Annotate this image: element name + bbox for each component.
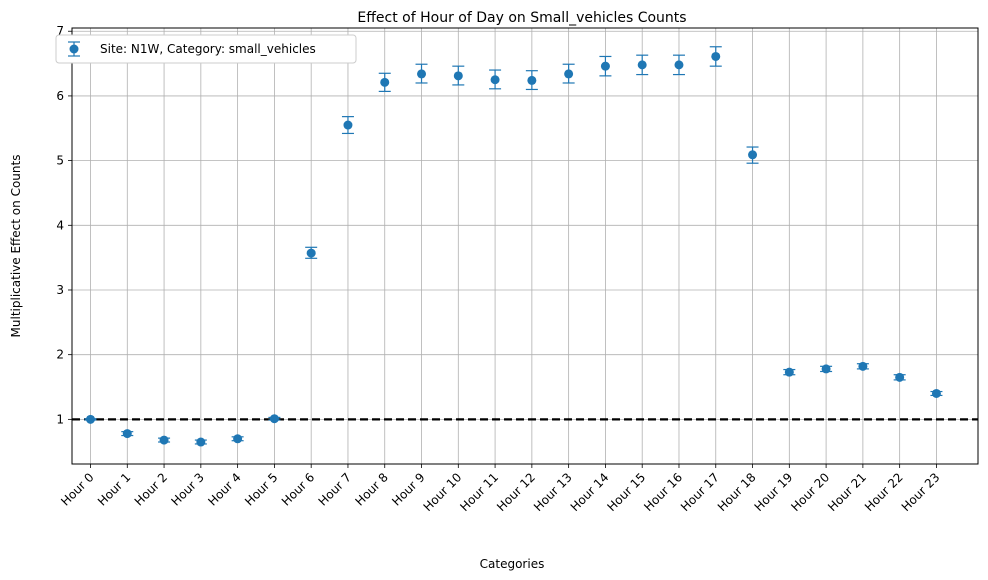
legend-point — [69, 44, 79, 54]
legend-box — [55, 34, 357, 64]
data-point — [490, 75, 500, 85]
data-point — [711, 51, 721, 61]
data-point — [821, 364, 831, 374]
data-point — [784, 367, 794, 377]
y-tick-label: 7 — [56, 24, 64, 38]
y-axis-label: Multiplicative Effect on Counts — [9, 155, 23, 338]
data-point — [895, 372, 905, 382]
y-tick-label: 2 — [56, 348, 64, 362]
data-point — [600, 61, 610, 71]
legend-label: Site: N1W, Category: small_vehicles — [100, 42, 316, 56]
data-point — [748, 150, 758, 160]
y-tick-label: 4 — [56, 218, 64, 232]
y-tick-label: 5 — [56, 154, 64, 168]
data-point — [453, 71, 463, 81]
chart-title: Effect of Hour of Day on Small_vehicles … — [357, 10, 686, 26]
data-point — [527, 75, 537, 85]
data-point — [306, 248, 316, 258]
data-point — [233, 434, 243, 444]
legend-marker — [68, 41, 80, 57]
data-point — [637, 60, 647, 70]
x-axis-label: Categories — [480, 557, 545, 571]
y-tick-label: 6 — [56, 89, 64, 103]
data-point — [417, 69, 427, 79]
grid — [72, 28, 978, 464]
y-tick-label: 1 — [56, 412, 64, 426]
plot-frame — [71, 27, 979, 465]
legend: Site: N1W, Category: small_vehicles — [55, 34, 357, 64]
data-point — [858, 361, 868, 371]
y-tick-label: 3 — [56, 283, 64, 297]
data-point — [196, 437, 206, 447]
data-point — [674, 60, 684, 70]
data-point — [86, 414, 95, 424]
data-point — [159, 435, 169, 445]
data-point — [269, 414, 279, 424]
data-point — [343, 120, 353, 130]
y-axis: 1 2 3 4 5 6 7 — [56, 24, 72, 426]
data-point — [931, 388, 941, 398]
data-point — [564, 69, 574, 79]
data-point — [122, 429, 132, 439]
data-point — [380, 77, 390, 87]
data-marks — [84, 46, 943, 447]
